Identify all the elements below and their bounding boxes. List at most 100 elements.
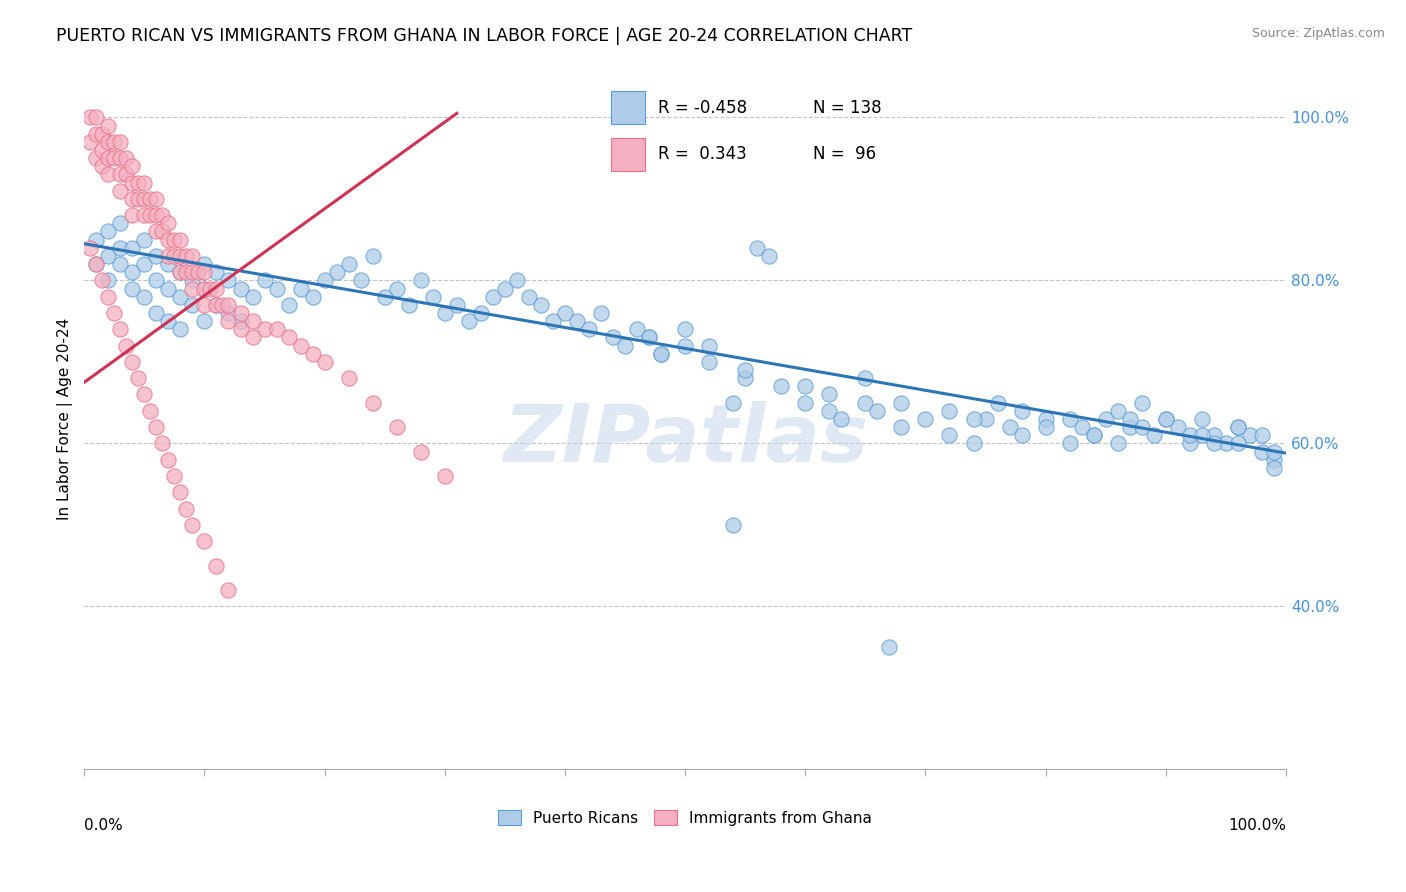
Point [139, 208, 162, 222]
Point [145, 208, 167, 222]
Point [193, 534, 215, 549]
Point [314, 273, 336, 287]
Point [1094, 412, 1116, 426]
Point [103, 135, 125, 149]
Point [121, 281, 143, 295]
Point [134, 290, 156, 304]
Point [758, 249, 780, 263]
Point [169, 233, 191, 247]
Point [181, 281, 204, 295]
Point [770, 379, 793, 393]
Point [110, 322, 132, 336]
Point [1070, 420, 1092, 434]
Point [422, 290, 444, 304]
Point [110, 168, 132, 182]
Point [530, 298, 553, 312]
Point [205, 265, 228, 279]
Point [1083, 428, 1105, 442]
Point [103, 306, 125, 320]
Point [1215, 436, 1237, 450]
Point [200, 281, 222, 295]
Point [1143, 428, 1166, 442]
Point [205, 281, 228, 295]
Point [218, 298, 240, 312]
Point [84, 257, 107, 271]
Point [205, 558, 228, 573]
Point [84, 257, 107, 271]
Point [145, 306, 167, 320]
Point [747, 241, 769, 255]
Point [1263, 452, 1285, 467]
Point [494, 281, 516, 295]
Point [1226, 436, 1249, 450]
Point [145, 420, 167, 434]
Point [193, 281, 215, 295]
Point [79, 135, 101, 149]
Point [97, 135, 120, 149]
Point [229, 306, 252, 320]
Text: 100.0%: 100.0% [1227, 818, 1286, 833]
Point [1154, 412, 1177, 426]
Point [218, 582, 240, 597]
Point [409, 444, 432, 458]
Point [134, 208, 156, 222]
Point [91, 273, 114, 287]
Point [1251, 444, 1274, 458]
Point [602, 330, 624, 344]
Point [1226, 420, 1249, 434]
Point [589, 306, 612, 320]
Point [134, 233, 156, 247]
Point [1011, 428, 1033, 442]
Point [1119, 412, 1142, 426]
Point [205, 298, 228, 312]
Point [374, 290, 396, 304]
Point [97, 273, 120, 287]
Point [163, 469, 186, 483]
Point [242, 290, 264, 304]
Point [169, 249, 191, 263]
Point [229, 281, 252, 295]
Point [193, 281, 215, 295]
Point [446, 298, 468, 312]
Point [193, 298, 215, 312]
Point [890, 395, 912, 409]
Point [578, 322, 600, 336]
Point [97, 119, 120, 133]
Point [157, 249, 180, 263]
Point [121, 176, 143, 190]
Point [253, 273, 276, 287]
Point [457, 314, 479, 328]
Point [938, 404, 960, 418]
Point [1107, 404, 1129, 418]
Point [242, 314, 264, 328]
Point [554, 306, 576, 320]
Point [152, 436, 174, 450]
Point [1191, 428, 1213, 442]
Point [205, 298, 228, 312]
Point [121, 265, 143, 279]
Point [145, 192, 167, 206]
Point [176, 265, 198, 279]
Point [650, 347, 672, 361]
Point [301, 290, 323, 304]
Y-axis label: In Labor Force | Age 20-24: In Labor Force | Age 20-24 [58, 318, 73, 520]
Point [398, 298, 420, 312]
Point [157, 281, 180, 295]
Point [818, 387, 841, 401]
Point [517, 290, 540, 304]
Point [97, 290, 120, 304]
Point [361, 249, 384, 263]
Point [470, 306, 492, 320]
Point [1263, 444, 1285, 458]
Point [734, 363, 756, 377]
Point [157, 452, 180, 467]
Point [145, 225, 167, 239]
Point [1178, 428, 1201, 442]
Point [673, 338, 696, 352]
Point [121, 355, 143, 369]
Point [1167, 420, 1189, 434]
Point [242, 330, 264, 344]
Point [134, 192, 156, 206]
Point [127, 176, 149, 190]
Point [1059, 436, 1081, 450]
